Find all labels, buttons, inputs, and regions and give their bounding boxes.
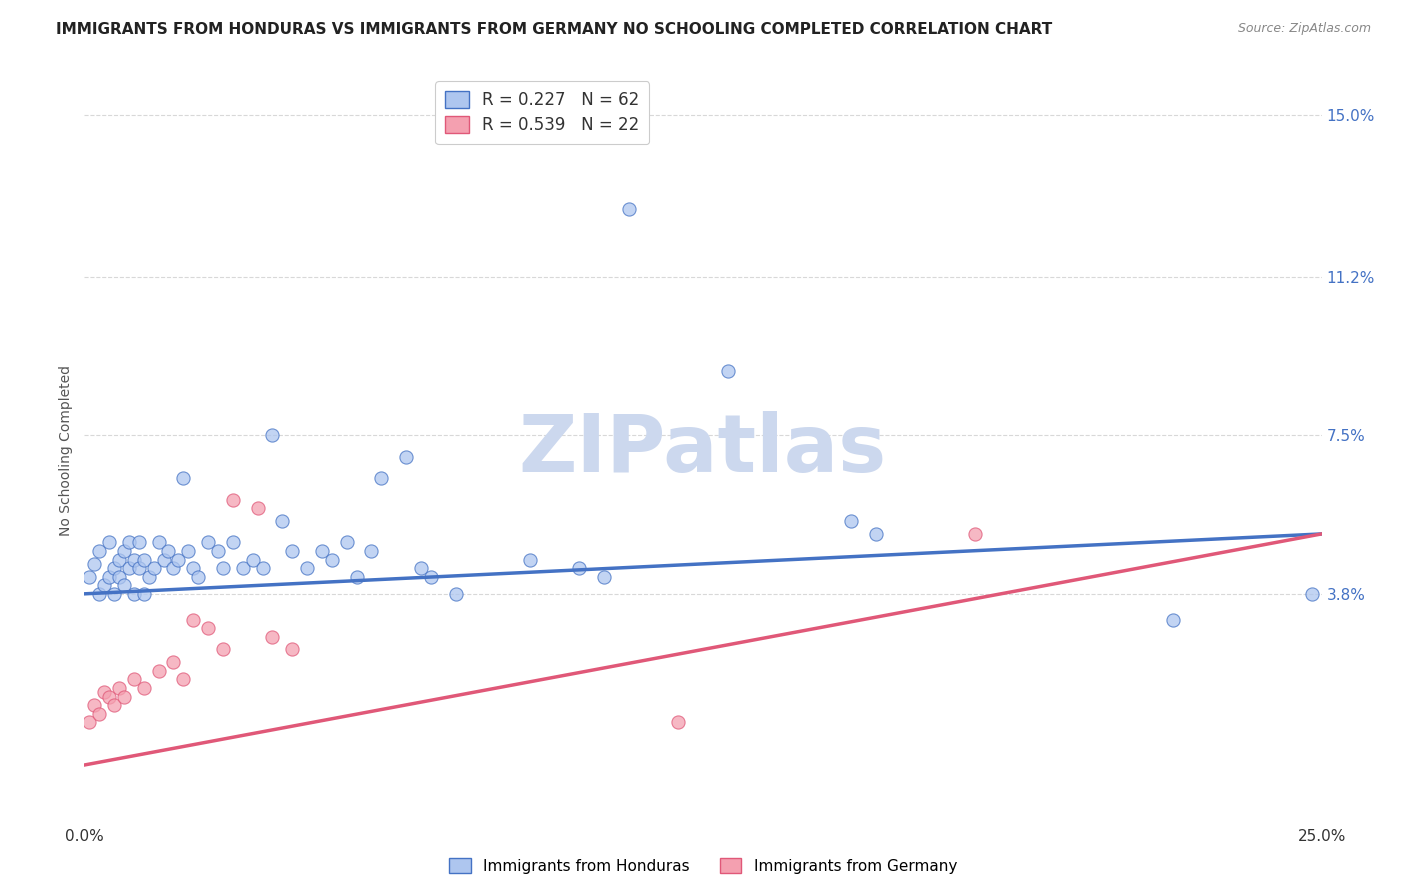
Point — [444, 587, 467, 601]
Point — [617, 202, 640, 216]
Point — [336, 535, 359, 549]
Point — [148, 535, 170, 549]
Point — [172, 471, 194, 485]
Point — [142, 561, 165, 575]
Point — [360, 544, 382, 558]
Point — [1161, 613, 1184, 627]
Point — [593, 570, 616, 584]
Point — [419, 570, 441, 584]
Point — [321, 552, 343, 566]
Point — [89, 544, 111, 558]
Text: ZIPatlas: ZIPatlas — [519, 411, 887, 490]
Point — [152, 552, 174, 566]
Point — [246, 501, 269, 516]
Point — [132, 587, 155, 601]
Point — [370, 471, 392, 485]
Point — [167, 552, 190, 566]
Point — [98, 690, 121, 704]
Point — [409, 561, 432, 575]
Point — [138, 570, 160, 584]
Point — [128, 561, 150, 575]
Point — [271, 514, 294, 528]
Point — [112, 578, 135, 592]
Point — [965, 527, 987, 541]
Point — [262, 428, 284, 442]
Point — [295, 561, 318, 575]
Point — [128, 535, 150, 549]
Point — [181, 613, 204, 627]
Point — [519, 552, 541, 566]
Legend: Immigrants from Honduras, Immigrants from Germany: Immigrants from Honduras, Immigrants fro… — [443, 852, 963, 880]
Point — [197, 535, 219, 549]
Point — [122, 673, 145, 687]
Point — [181, 561, 204, 575]
Point — [148, 664, 170, 678]
Point — [841, 514, 863, 528]
Text: IMMIGRANTS FROM HONDURAS VS IMMIGRANTS FROM GERMANY NO SCHOOLING COMPLETED CORRE: IMMIGRANTS FROM HONDURAS VS IMMIGRANTS F… — [56, 22, 1053, 37]
Point — [172, 673, 194, 687]
Point — [252, 561, 274, 575]
Point — [1301, 587, 1323, 601]
Point — [98, 570, 121, 584]
Point — [865, 527, 887, 541]
Point — [232, 561, 254, 575]
Point — [222, 492, 245, 507]
Point — [242, 552, 264, 566]
Point — [122, 552, 145, 566]
Point — [222, 535, 245, 549]
Point — [132, 552, 155, 566]
Point — [162, 561, 184, 575]
Point — [262, 630, 284, 644]
Point — [212, 642, 235, 657]
Point — [132, 681, 155, 695]
Point — [98, 535, 121, 549]
Point — [93, 685, 115, 699]
Point — [89, 706, 111, 721]
Point — [666, 715, 689, 730]
Point — [122, 587, 145, 601]
Point — [108, 570, 131, 584]
Point — [89, 587, 111, 601]
Point — [177, 544, 200, 558]
Point — [112, 544, 135, 558]
Point — [346, 570, 368, 584]
Point — [281, 642, 304, 657]
Point — [157, 544, 180, 558]
Point — [395, 450, 418, 464]
Point — [197, 621, 219, 635]
Point — [112, 690, 135, 704]
Y-axis label: No Schooling Completed: No Schooling Completed — [59, 365, 73, 536]
Point — [311, 544, 333, 558]
Point — [162, 655, 184, 669]
Point — [568, 561, 591, 575]
Point — [103, 587, 125, 601]
Point — [79, 570, 101, 584]
Point — [83, 557, 105, 571]
Point — [187, 570, 209, 584]
Point — [103, 698, 125, 712]
Point — [281, 544, 304, 558]
Point — [108, 552, 131, 566]
Point — [79, 715, 101, 730]
Point — [118, 535, 141, 549]
Point — [108, 681, 131, 695]
Text: Source: ZipAtlas.com: Source: ZipAtlas.com — [1237, 22, 1371, 36]
Legend: R = 0.227   N = 62, R = 0.539   N = 22: R = 0.227 N = 62, R = 0.539 N = 22 — [436, 81, 650, 145]
Point — [717, 364, 740, 378]
Point — [212, 561, 235, 575]
Point — [83, 698, 105, 712]
Point — [93, 578, 115, 592]
Point — [118, 561, 141, 575]
Point — [103, 561, 125, 575]
Point — [207, 544, 229, 558]
